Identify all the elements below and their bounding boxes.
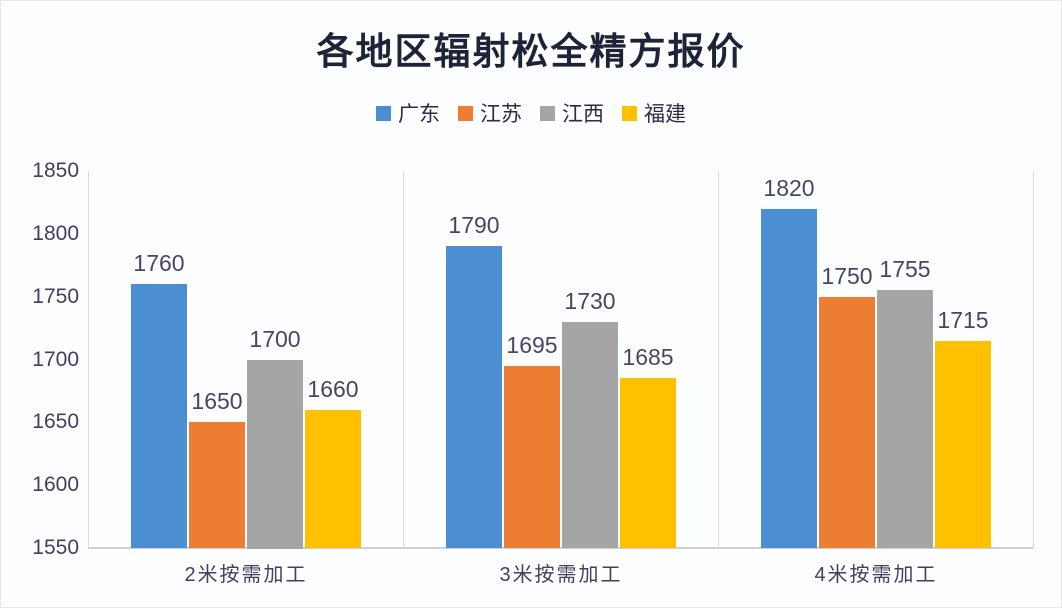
legend-label: 江西 [562, 103, 604, 126]
bar-江西-2米按需加工 [247, 360, 303, 549]
bar-value-label: 1750 [821, 263, 873, 289]
chart-legend: 广东 江苏 江西 福建 [1, 98, 1061, 128]
bar-江苏-4米按需加工 [819, 297, 875, 548]
bar-value-label: 1755 [879, 256, 931, 282]
bar-福建-2米按需加工 [305, 410, 361, 548]
legend-label: 广东 [398, 103, 440, 126]
bar-江苏-2米按需加工 [189, 422, 245, 548]
bar-value-label: 1790 [448, 212, 500, 238]
bar-江苏-3米按需加工 [504, 366, 560, 548]
legend-item-江苏: 江苏 [458, 98, 522, 128]
bar-value-label: 1650 [191, 388, 243, 414]
bar-江西-4米按需加工 [877, 290, 933, 548]
category-separator-line [718, 171, 719, 548]
bar-广东-2米按需加工 [131, 284, 187, 548]
bar-福建-4米按需加工 [935, 341, 991, 548]
bar-value-label: 1820 [763, 175, 815, 201]
x-axis-category-label: 2米按需加工 [184, 564, 308, 586]
y-axis-tick-label: 1650 [32, 410, 79, 434]
legend-item-广东: 广东 [376, 98, 440, 128]
y-axis-tick-label: 1600 [32, 473, 79, 497]
bar-value-label: 1730 [564, 288, 616, 314]
x-axis-category-label: 3米按需加工 [499, 564, 623, 586]
bar-value-label: 1660 [307, 376, 359, 402]
legend-item-福建: 福建 [622, 98, 686, 128]
category-separator-line [1033, 171, 1034, 548]
bar-广东-3米按需加工 [446, 246, 502, 548]
y-axis-tick-label: 1800 [32, 221, 79, 245]
legend-label: 福建 [644, 103, 686, 126]
bar-福建-3米按需加工 [620, 378, 676, 548]
legend-label: 江苏 [480, 103, 522, 126]
bar-value-label: 1760 [133, 250, 185, 276]
bar-value-label: 1715 [937, 307, 989, 333]
y-axis-tick-label: 1550 [32, 536, 79, 559]
bar-广东-4米按需加工 [761, 209, 817, 548]
bar-江西-3米按需加工 [562, 322, 618, 548]
y-axis-tick-label: 1850 [32, 159, 79, 182]
bar-value-label: 1695 [506, 332, 558, 358]
y-axis-tick-label: 1700 [32, 347, 79, 371]
y-axis-tick-label: 1750 [32, 284, 79, 308]
legend-color-swatch [622, 105, 637, 121]
legend-color-swatch [540, 105, 555, 121]
x-axis-line [88, 547, 1033, 549]
category-separator-line [403, 171, 404, 548]
legend-color-swatch [458, 105, 473, 121]
bar-value-label: 1685 [622, 344, 674, 370]
bar-value-label: 1700 [249, 326, 301, 352]
x-axis-category-label: 4米按需加工 [814, 564, 938, 586]
legend-color-swatch [376, 105, 391, 121]
y-axis-line [88, 171, 89, 548]
chart-title: 各地区辐射松全精方报价 [316, 29, 746, 73]
legend-item-江西: 江西 [540, 98, 604, 128]
